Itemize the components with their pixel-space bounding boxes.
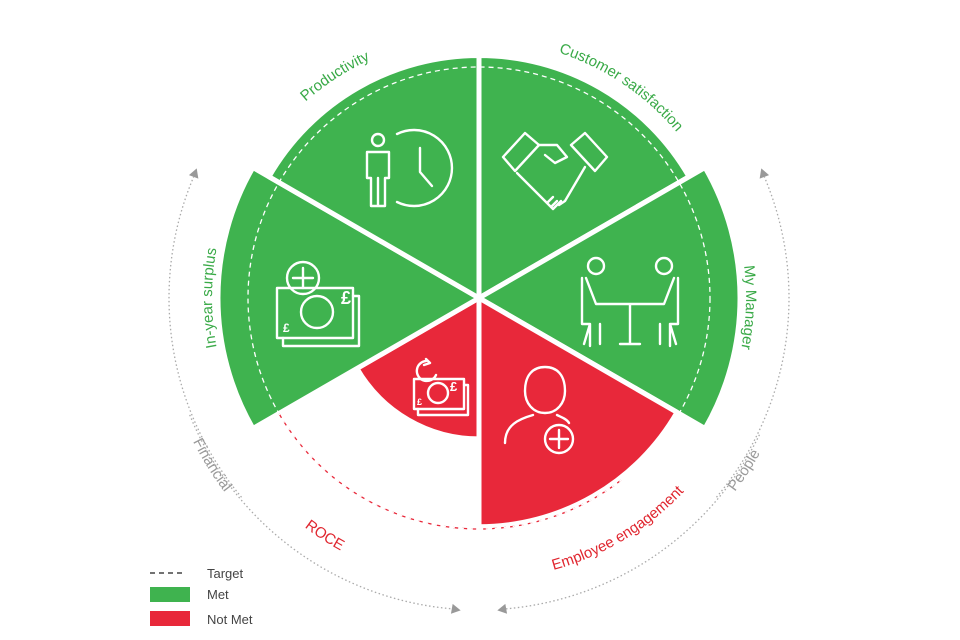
svg-text:£: £ xyxy=(417,397,422,407)
money-plus-icon: ££ xyxy=(275,260,361,348)
money-cycle-icon: ££ xyxy=(412,357,470,417)
legend-met-swatch xyxy=(150,587,190,602)
legend-met-label: Met xyxy=(207,587,229,602)
slice-in-year-surplus xyxy=(215,164,482,432)
meeting-table-icon xyxy=(580,256,680,348)
slice-customer-satisfaction xyxy=(476,52,692,301)
arrow-head-icon xyxy=(497,603,508,614)
legend-not-met-swatch xyxy=(150,611,190,626)
target-circle xyxy=(247,66,711,530)
people-arc-upper xyxy=(715,176,790,498)
handshake-icon xyxy=(501,131,609,211)
label-my-manager: My Manager xyxy=(737,264,759,351)
group-label-financial: Financial xyxy=(189,435,235,494)
slice-my-manager xyxy=(476,164,743,432)
arrow-head-icon xyxy=(188,168,199,179)
legend: Target Met Not Met xyxy=(150,566,253,627)
financial-arc-upper xyxy=(168,176,243,498)
target-arc-missed xyxy=(278,413,480,530)
svg-text:£: £ xyxy=(283,321,290,335)
person-clock-icon xyxy=(365,128,454,208)
group-label-people: People xyxy=(724,446,763,494)
legend-not-met-label: Not Met xyxy=(207,612,253,627)
arrow-head-icon xyxy=(759,168,770,179)
label-roce: ROCE xyxy=(302,517,347,554)
svg-text:£: £ xyxy=(341,288,351,308)
slice-employee-engagement xyxy=(476,295,680,530)
label-in-year-surplus: In-year surplus xyxy=(199,246,221,349)
people-arc-lower xyxy=(506,434,761,610)
slice-productivity xyxy=(266,52,482,301)
person-plus-icon xyxy=(503,365,575,455)
legend-target-label: Target xyxy=(207,566,244,581)
svg-text:£: £ xyxy=(450,379,458,394)
arrow-head-icon xyxy=(450,603,461,614)
